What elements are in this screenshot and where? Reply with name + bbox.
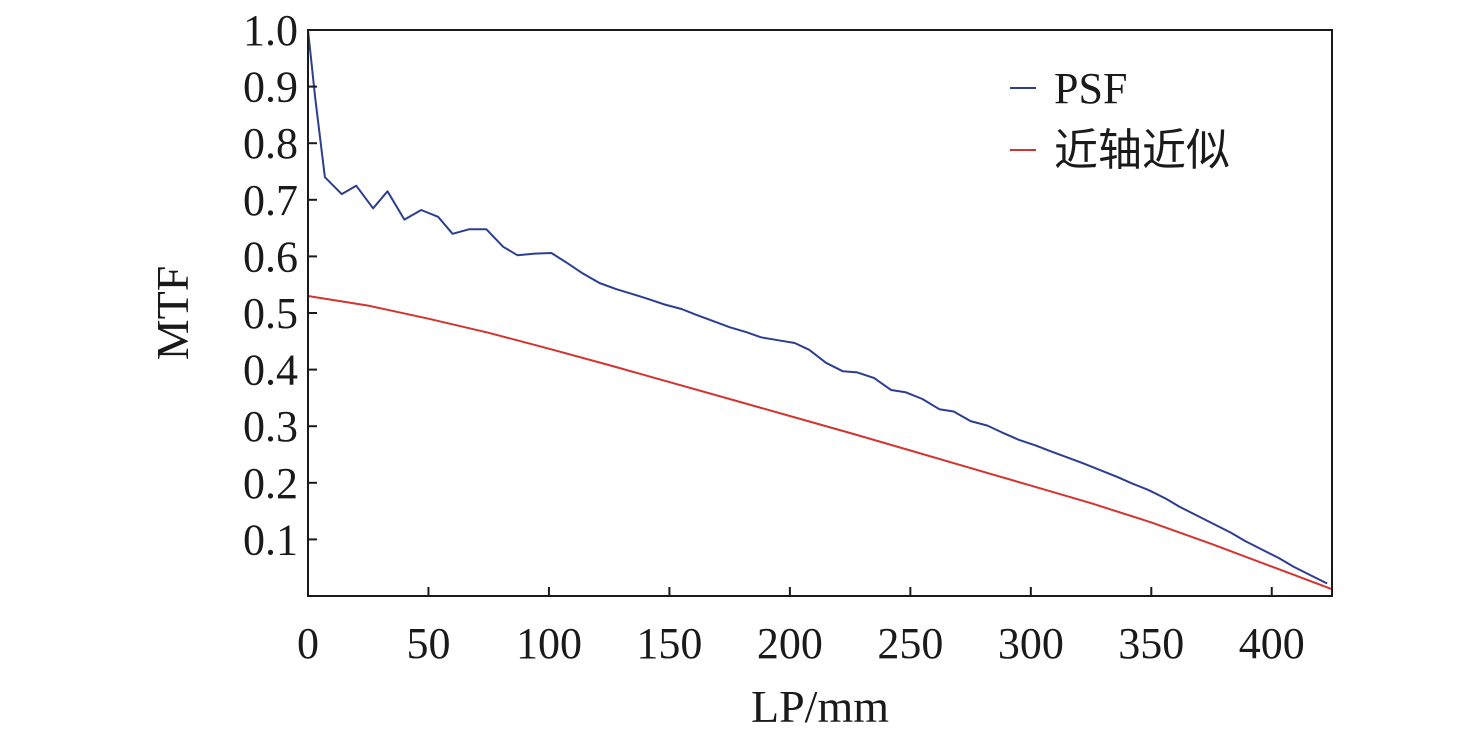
x-tick-label: 0 xyxy=(297,619,319,668)
y-tick-label: 0.3 xyxy=(243,402,298,451)
legend-label-2: 近轴近似 xyxy=(1054,126,1230,175)
x-tick-label: 300 xyxy=(998,619,1064,668)
y-tick-label: 0.9 xyxy=(243,63,298,112)
x-tick-label: 400 xyxy=(1239,619,1305,668)
y-tick-label: 0.8 xyxy=(243,119,298,168)
x-tick-label: 200 xyxy=(757,619,823,668)
ticks-layer: 0 50 100 150 200 250 300 350 400 0.1 0.2 0.3 0.4 0.5 0… xyxy=(243,6,1305,668)
x-tick-label: 350 xyxy=(1118,619,1184,668)
series-line-1 xyxy=(307,29,1328,585)
y-tick-label: 1.0 xyxy=(243,6,298,55)
x-tick-label: 150 xyxy=(636,619,702,668)
x-tick-label: 250 xyxy=(877,619,943,668)
legend: PSF 近轴近似 xyxy=(1010,64,1230,175)
plot-frame xyxy=(307,29,1333,597)
series-line-2 xyxy=(307,295,1333,591)
y-tick-label: 0.2 xyxy=(243,459,298,508)
x-tick-label: 100 xyxy=(516,619,582,668)
x-tick-label: 50 xyxy=(406,619,450,668)
legend-label-1: PSF xyxy=(1054,64,1127,113)
y-axis-title: MTF xyxy=(147,266,198,361)
series-layer xyxy=(307,29,1333,591)
y-tick-label: 0.1 xyxy=(243,515,298,564)
y-tick-label: 0.4 xyxy=(243,346,298,395)
y-tick-label: 0.6 xyxy=(243,232,298,281)
x-axis-title: LP/mm xyxy=(751,681,889,732)
y-tick-label: 0.7 xyxy=(243,176,298,225)
y-tick-label: 0.5 xyxy=(243,289,298,338)
